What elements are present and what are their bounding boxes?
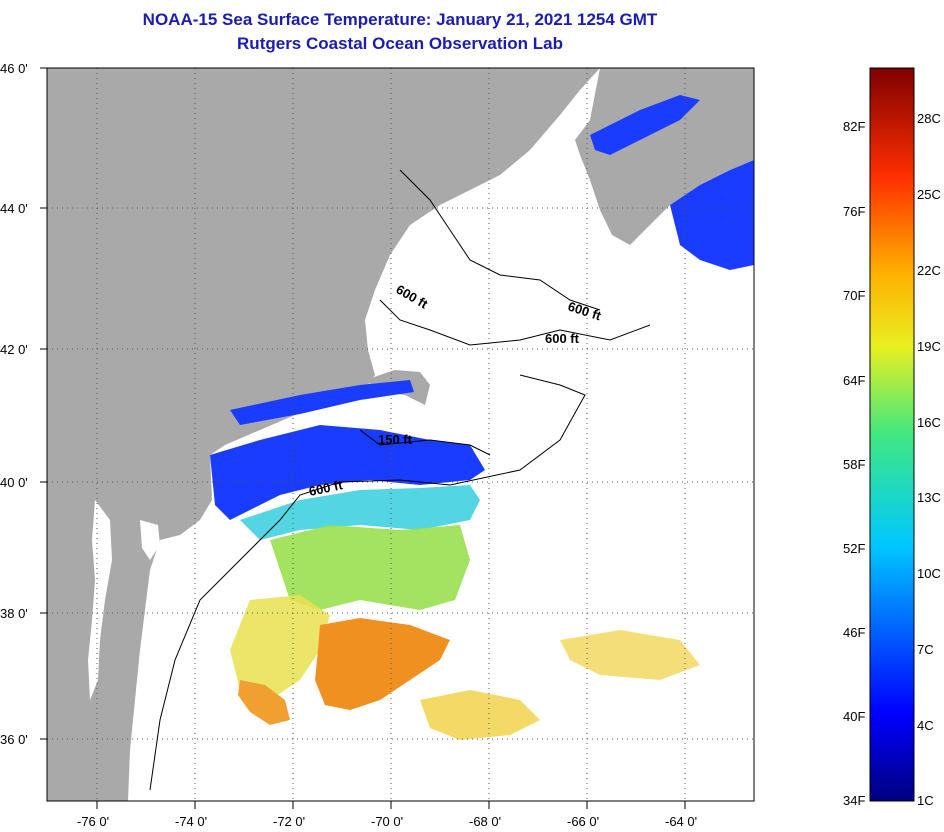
colorbar-f-label: 64F: [843, 373, 865, 388]
lat-label: 36 0': [0, 732, 28, 747]
contour-label: 150 ft: [378, 432, 413, 447]
sst-yellow-area: [230, 595, 330, 700]
colorbar: [869, 67, 915, 802]
lat-label: 40 0': [0, 475, 28, 490]
map-border: [46, 67, 755, 802]
sst-warm-gulf-stream: [315, 618, 450, 710]
colorbar-c-label: 7C: [917, 642, 934, 657]
land-us-east: [47, 68, 600, 801]
sst-warm-eddy: [238, 680, 290, 725]
contour-label: 600 ft: [545, 331, 580, 346]
colorbar-f-label: 58F: [843, 457, 865, 472]
colorbar-c-label: 1C: [917, 793, 934, 808]
colorbar-c-label: 22C: [917, 263, 941, 278]
colorbar-f-label: 52F: [843, 541, 865, 556]
sst-green-area: [270, 525, 470, 610]
lat-label: 42 0': [0, 342, 28, 357]
lon-axis: [96, 801, 686, 809]
bathymetry-contours: [149, 169, 651, 791]
contour-label: 600 ft: [308, 477, 345, 499]
colorbar-f-label: 46F: [843, 625, 865, 640]
sst-cold-ns-shelf: [670, 160, 754, 270]
lat-axis: [40, 67, 47, 740]
delaware-bay: [140, 520, 160, 560]
sst-scatter-south: [420, 690, 540, 740]
colorbar-f-label: 76F: [843, 204, 865, 219]
colorbar-c-label: 13C: [917, 490, 941, 505]
lon-label: -70 0': [371, 814, 403, 829]
sst-scatter-east: [560, 630, 700, 680]
colorbar-c-label: 16C: [917, 415, 941, 430]
lat-label: 38 0': [0, 606, 28, 621]
sst-cold-gulf-maine: [590, 95, 700, 155]
land-cape-breton: [720, 100, 754, 155]
sst-cold-li-sound: [230, 380, 414, 425]
lat-label: 44 0': [0, 201, 28, 216]
lon-label: -68 0': [469, 814, 501, 829]
lon-label: -76 0': [77, 814, 109, 829]
colorbar-f-label: 82F: [843, 119, 865, 134]
colorbar-f-label: 40F: [843, 709, 865, 724]
lat-label: 46 0': [0, 61, 28, 76]
colorbar-c-label: 10C: [917, 566, 941, 581]
colorbar-f-label: 70F: [843, 288, 865, 303]
colorbar-c-label: 28C: [917, 111, 941, 126]
sst-cyan-band: [240, 485, 480, 540]
colorbar-c-label: 4C: [917, 718, 934, 733]
colorbar-f-label: 34F: [843, 793, 865, 808]
map-title: NOAA-15 Sea Surface Temperature: January…: [142, 10, 658, 29]
lon-label: -74 0': [175, 814, 207, 829]
land-nova-scotia: [575, 68, 754, 245]
lon-label: -72 0': [273, 814, 305, 829]
graticule: [47, 67, 754, 801]
lon-label: -64 0': [665, 814, 697, 829]
lon-label: -66 0': [567, 814, 599, 829]
sst-cold-shelf: [210, 425, 485, 520]
colorbar-c-label: 19C: [917, 339, 941, 354]
chesapeake-bay: [88, 500, 112, 700]
map-subtitle: Rutgers Coastal Ocean Observation Lab: [237, 34, 563, 53]
colorbar-c-label: 25C: [917, 187, 941, 202]
